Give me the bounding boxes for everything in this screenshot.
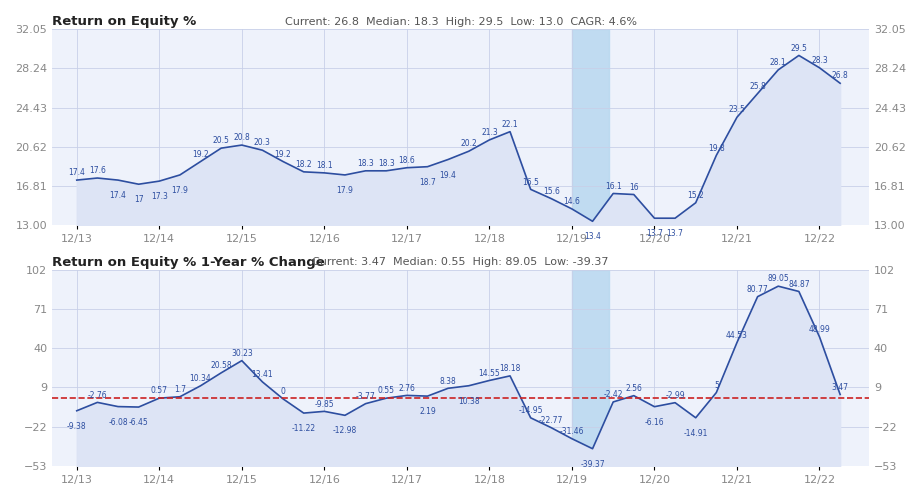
Text: 21.3: 21.3 [481, 128, 497, 137]
Text: 2.19: 2.19 [419, 407, 436, 416]
Text: 29.5: 29.5 [790, 44, 808, 52]
Text: 84.87: 84.87 [788, 280, 810, 288]
Text: 0: 0 [281, 387, 286, 396]
Text: 17.6: 17.6 [89, 166, 106, 175]
Text: 2.76: 2.76 [399, 384, 415, 392]
Text: -6.08: -6.08 [108, 418, 128, 426]
Text: 20.2: 20.2 [460, 140, 477, 148]
Text: 19.4: 19.4 [439, 170, 457, 179]
Text: -31.46: -31.46 [560, 427, 584, 436]
Text: 13.7: 13.7 [646, 230, 663, 238]
Text: 18.6: 18.6 [399, 156, 415, 165]
Text: 25.8: 25.8 [749, 82, 766, 91]
Text: Current: 3.47  Median: 0.55  High: 89.05  Low: -39.37: Current: 3.47 Median: 0.55 High: 89.05 L… [312, 257, 609, 267]
Text: 10.34: 10.34 [190, 374, 212, 383]
Text: -12.98: -12.98 [332, 426, 357, 436]
Text: 19.2: 19.2 [274, 150, 291, 159]
Text: 0.57: 0.57 [151, 386, 168, 396]
Text: 23.5: 23.5 [729, 106, 745, 114]
Text: 26.8: 26.8 [832, 72, 848, 80]
Text: 17.9: 17.9 [336, 186, 354, 195]
Text: 17: 17 [134, 196, 144, 204]
Text: -22.77: -22.77 [539, 416, 564, 425]
Bar [572, 270, 609, 466]
Text: 16.5: 16.5 [522, 178, 539, 186]
Text: 17.4: 17.4 [110, 191, 126, 200]
Text: 14.55: 14.55 [479, 368, 500, 378]
Text: 18.1: 18.1 [316, 161, 332, 170]
Text: 19.8: 19.8 [708, 144, 725, 152]
Text: 13.41: 13.41 [251, 370, 274, 379]
Text: 20.3: 20.3 [254, 138, 271, 147]
Text: 22.1: 22.1 [502, 120, 519, 129]
Text: 16: 16 [629, 182, 638, 192]
Text: -9.38: -9.38 [67, 422, 87, 431]
Text: 10.38: 10.38 [458, 397, 480, 406]
Text: 3.47: 3.47 [832, 382, 848, 392]
Text: 1.7: 1.7 [174, 385, 186, 394]
Text: Return on Equity %: Return on Equity % [52, 15, 196, 28]
Text: 14.6: 14.6 [564, 197, 580, 206]
Text: 16.1: 16.1 [605, 182, 622, 190]
Text: 20.8: 20.8 [233, 134, 251, 142]
Text: 18.7: 18.7 [419, 178, 436, 187]
Text: 89.05: 89.05 [767, 274, 789, 283]
Text: 18.3: 18.3 [378, 159, 394, 168]
Text: 20.5: 20.5 [213, 136, 229, 145]
Text: 2.56: 2.56 [625, 384, 642, 393]
Text: -14.95: -14.95 [519, 406, 542, 415]
Text: -3.77: -3.77 [356, 392, 376, 401]
Text: -2.99: -2.99 [665, 391, 685, 400]
Text: -6.45: -6.45 [129, 418, 148, 427]
Text: 5: 5 [714, 381, 718, 390]
Text: 0.55: 0.55 [378, 386, 395, 396]
Text: Current: 26.8  Median: 18.3  High: 29.5  Low: 13.0  CAGR: 4.6%: Current: 26.8 Median: 18.3 High: 29.5 Lo… [285, 16, 636, 26]
Bar [572, 29, 609, 226]
Text: 15.6: 15.6 [542, 187, 560, 196]
Text: -11.22: -11.22 [292, 424, 316, 433]
Text: -9.85: -9.85 [314, 400, 334, 408]
Text: 17.3: 17.3 [151, 192, 168, 201]
Text: 28.3: 28.3 [811, 56, 828, 65]
Text: 18.3: 18.3 [357, 159, 374, 168]
Text: -2.42: -2.42 [603, 390, 623, 399]
Text: 28.1: 28.1 [770, 58, 787, 67]
Text: -2.76: -2.76 [87, 390, 107, 400]
Text: 20.58: 20.58 [210, 361, 232, 370]
Text: -39.37: -39.37 [580, 460, 605, 469]
Text: 13.7: 13.7 [667, 230, 683, 238]
Text: 30.23: 30.23 [231, 349, 252, 358]
Text: Return on Equity % 1-Year % Change: Return on Equity % 1-Year % Change [52, 256, 325, 268]
Text: 18.2: 18.2 [296, 160, 312, 169]
Text: 17.4: 17.4 [68, 168, 85, 177]
Text: -14.91: -14.91 [683, 429, 708, 438]
Text: 8.38: 8.38 [439, 376, 457, 386]
Text: 48.99: 48.99 [809, 325, 831, 334]
Text: -6.16: -6.16 [645, 418, 664, 427]
Text: 15.2: 15.2 [687, 191, 704, 200]
Text: 17.9: 17.9 [171, 186, 188, 195]
Text: 13.4: 13.4 [584, 232, 601, 241]
Text: 19.2: 19.2 [192, 150, 209, 159]
Text: 18.18: 18.18 [499, 364, 520, 373]
Text: 80.77: 80.77 [747, 285, 768, 294]
Text: 44.53: 44.53 [726, 330, 748, 340]
